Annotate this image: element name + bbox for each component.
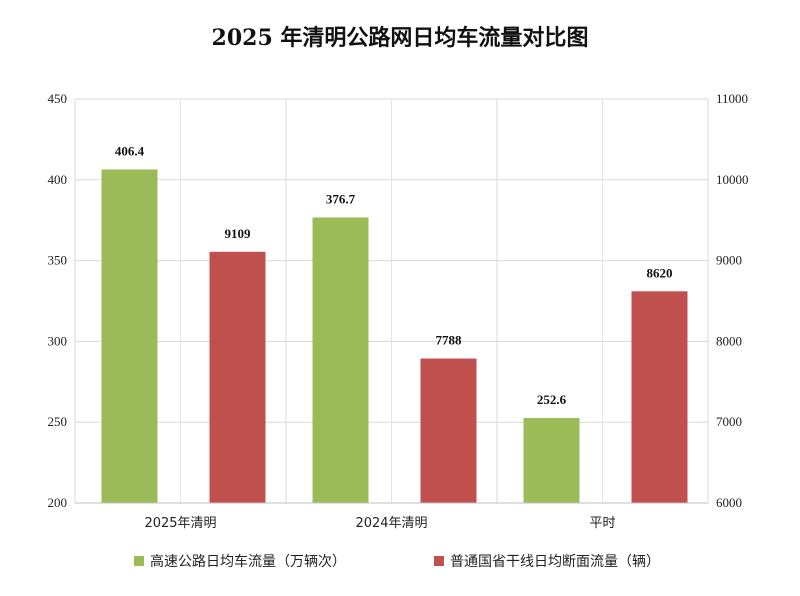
left-tick-label: 200 <box>48 495 68 510</box>
chart-title: 2025 年清明公路网日均车流量对比图 <box>211 25 589 51</box>
legend-swatch <box>434 556 444 566</box>
data-labels: 406.4 376.7 252.6 9109 7788 8620 <box>115 143 673 407</box>
bar-value-label: 8620 <box>647 265 673 280</box>
right-tick-label: 10000 <box>716 172 749 187</box>
left-tick-label: 250 <box>48 414 68 429</box>
bar-value-label: 376.7 <box>326 191 356 206</box>
legend-label: 普通国省干线日均断面流量（辆） <box>450 554 660 570</box>
bar-trunk-road <box>631 291 688 503</box>
bar-highway <box>312 217 369 503</box>
left-axis: 200 250 300 350 400 450 <box>48 91 68 510</box>
bar-value-label: 9109 <box>225 226 252 241</box>
legend-swatch <box>134 556 144 566</box>
bars <box>101 169 688 504</box>
right-axis: 6000 7000 8000 9000 10000 11000 <box>716 91 749 510</box>
bar-trunk-road <box>209 251 266 503</box>
bar-value-label: 252.6 <box>537 392 567 407</box>
left-tick-label: 450 <box>48 91 68 106</box>
category-axis: 2025年清明 2024年清明 平时 <box>75 502 708 531</box>
bar-value-label: 7788 <box>436 333 463 348</box>
right-tick-label: 9000 <box>716 253 742 268</box>
category-label: 平时 <box>589 516 615 531</box>
bar-value-label: 406.4 <box>115 143 145 158</box>
legend: 高速公路日均车流量（万辆次） 普通国省干线日均断面流量（辆） <box>134 553 660 570</box>
left-tick-label: 350 <box>48 253 68 268</box>
bar-trunk-road <box>420 358 477 503</box>
left-tick-label: 400 <box>48 172 68 187</box>
category-label: 2025年清明 <box>144 516 216 531</box>
left-tick-label: 300 <box>48 333 68 348</box>
legend-label: 高速公路日均车流量（万辆次） <box>150 553 346 570</box>
right-tick-label: 7000 <box>716 414 742 429</box>
grid-lines <box>74 98 709 504</box>
bar-highway <box>101 169 158 504</box>
right-tick-label: 11000 <box>716 91 748 106</box>
right-tick-label: 6000 <box>716 495 742 510</box>
category-label: 2024年清明 <box>355 516 427 531</box>
right-tick-label: 8000 <box>716 333 742 348</box>
bar-highway <box>523 417 580 503</box>
